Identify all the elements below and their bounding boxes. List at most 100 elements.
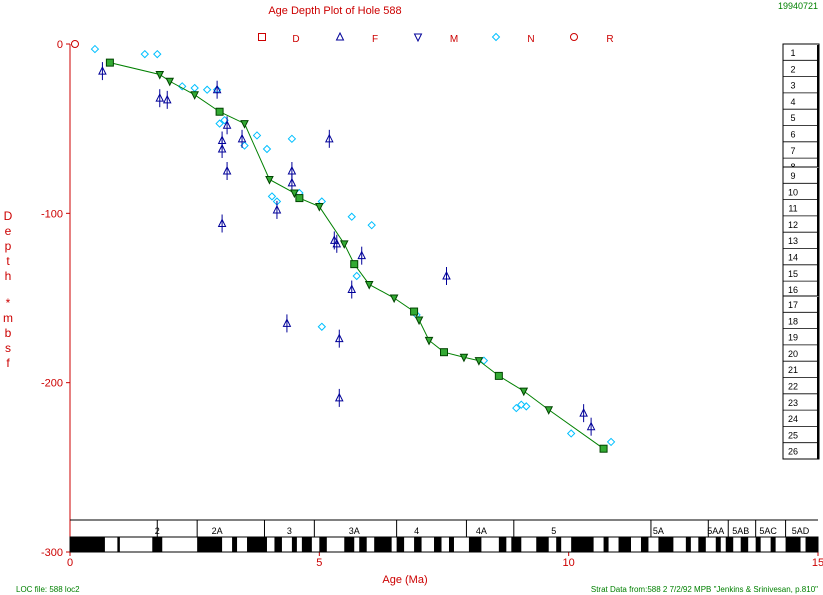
line-vertex-marker (265, 175, 274, 185)
core-number: 6 (790, 130, 795, 140)
core-column-edge (817, 168, 819, 298)
polarity-normal-segment (274, 537, 282, 552)
polarity-normal-segment (658, 537, 674, 552)
legend-label: N (527, 34, 534, 45)
x-tick-label: 10 (563, 557, 575, 569)
origin-marker (70, 40, 79, 48)
date-stamp: 19940721 (778, 1, 818, 11)
polarity-normal-segment (117, 537, 120, 552)
triangle-point (334, 392, 344, 402)
core-number: 9 (790, 171, 795, 181)
polarity-normal-segment (498, 537, 507, 552)
core-number: 25 (788, 430, 798, 440)
core-number: 10 (788, 187, 798, 197)
core-number: 19 (788, 333, 798, 343)
core-number: 7 (790, 146, 795, 156)
diamond-point (190, 83, 199, 93)
legend-square-marker (258, 33, 266, 41)
y-axis-letter: s (5, 341, 11, 355)
loc-file-note: LOC file: 588 loc2 (16, 585, 80, 594)
triangle-point (282, 318, 292, 327)
diamond-point (267, 192, 277, 201)
diamond-point (566, 429, 576, 438)
polarity-normal-segment (359, 537, 367, 552)
diamond-point (177, 82, 187, 91)
line-vertex-marker (190, 91, 199, 100)
core-number: 21 (788, 365, 798, 375)
diamond-point (90, 44, 100, 54)
diamond-point (352, 271, 361, 281)
polarity-normal-segment (344, 537, 355, 552)
line-vertex-marker (290, 189, 299, 199)
line-vertex-marker (440, 348, 448, 357)
diamond-point (262, 144, 272, 154)
chart-title: Age Depth Plot of Hole 588 (268, 5, 401, 17)
y-axis-letter: h (5, 269, 12, 283)
core-number: 15 (788, 269, 798, 279)
polarity-normal-segment (247, 537, 267, 552)
line-vertex-marker (155, 70, 165, 80)
triangle-point (272, 204, 282, 214)
x-tick-label: 0 (67, 557, 73, 569)
diamond-point (252, 131, 262, 140)
polarity-normal-segment (291, 537, 297, 552)
core-number: 4 (790, 97, 795, 107)
polarity-normal-segment (232, 537, 238, 552)
polarity-normal-segment (448, 537, 454, 552)
y-axis-letter: t (6, 254, 10, 268)
x-tick-label: 5 (316, 557, 322, 569)
legend-label: R (606, 34, 613, 45)
core-number: 24 (788, 414, 798, 424)
line-vertex-marker (350, 260, 359, 269)
core-number: 22 (788, 382, 798, 392)
triangle-point (287, 177, 297, 187)
polarity-normal-segment (715, 537, 721, 552)
chron-label: 5AB (732, 526, 749, 536)
core-number: 1 (790, 48, 795, 58)
core-number: 20 (788, 349, 798, 359)
y-axis-letter: f (6, 356, 10, 370)
triangle-point (357, 250, 367, 260)
polarity-normal-segment (536, 537, 549, 552)
triangle-point (222, 120, 232, 129)
x-tick-label: 15 (812, 557, 823, 569)
triangle-point (586, 421, 596, 431)
core-number: 17 (788, 300, 798, 310)
triangle-point (442, 270, 451, 280)
triangle-point (217, 218, 227, 227)
legend-circle-marker (570, 33, 578, 41)
polarity-normal-segment (511, 537, 522, 552)
diamond-point (347, 212, 356, 221)
core-number: 3 (790, 81, 795, 91)
polarity-normal-segment (685, 537, 691, 552)
core-number: 26 (788, 447, 798, 457)
core-number: 11 (788, 204, 797, 214)
line-vertex-marker (315, 203, 324, 212)
polarity-normal-segment (434, 537, 442, 552)
core-number: 5 (790, 113, 795, 123)
line-vertex-marker (389, 294, 399, 304)
triangle-point (98, 65, 107, 75)
y-tick-label: 0 (57, 39, 63, 51)
triangle-point (332, 238, 342, 248)
line-vertex-marker (544, 406, 554, 415)
line-vertex-marker (165, 77, 175, 87)
line-vertex-marker (494, 371, 503, 380)
y-axis-letter: p (5, 239, 12, 253)
chron-label: 5AD (792, 526, 810, 536)
polarity-normal-segment (414, 537, 422, 552)
line-vertex-marker (474, 357, 484, 366)
core-number: 12 (788, 220, 798, 230)
line-vertex-marker (410, 307, 419, 316)
legend-label: D (292, 34, 299, 45)
diamond-point (140, 49, 150, 59)
diamond-point (367, 220, 376, 230)
legend-triangle-up-marker (335, 31, 345, 41)
chron-label: 5 (551, 526, 556, 536)
triangle-point (334, 333, 344, 343)
y-tick-label: -100 (41, 208, 63, 220)
core-column-edge (817, 45, 819, 175)
polarity-normal-segment (740, 537, 749, 552)
